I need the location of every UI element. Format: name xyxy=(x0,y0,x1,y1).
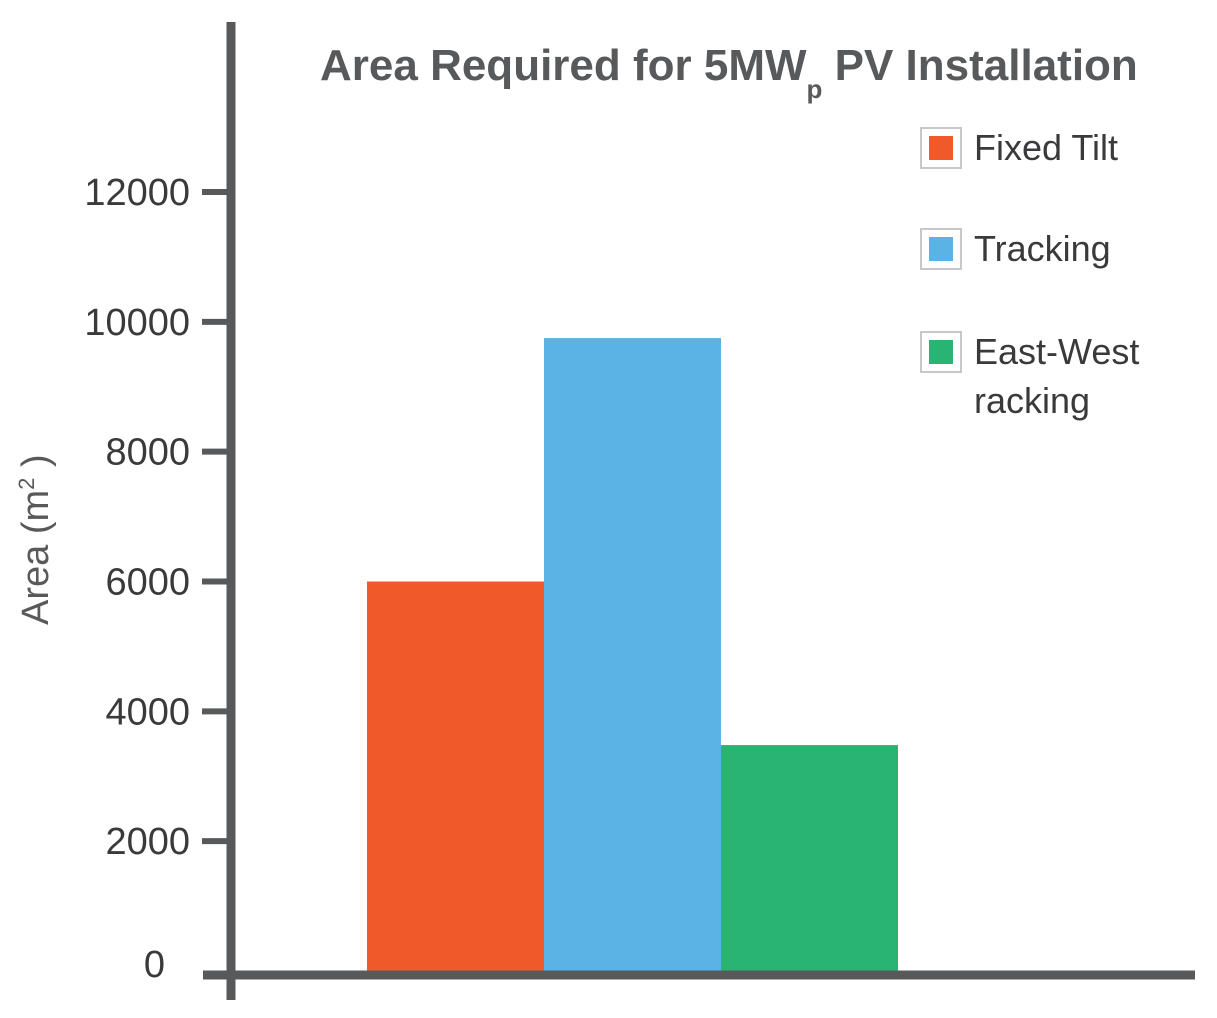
legend-swatch xyxy=(929,237,953,261)
legend-swatch xyxy=(929,136,953,160)
chart-title-subscript: p xyxy=(807,74,823,104)
y-tick-label: 4000 xyxy=(105,691,190,733)
chart-title-main: Area Required for 5MW xyxy=(320,41,807,90)
y-tick-label: 6000 xyxy=(105,562,190,604)
legend-label: racking xyxy=(974,380,1090,421)
y-tick-label: 0 xyxy=(144,944,165,986)
bar-tracking xyxy=(544,338,721,971)
legend: Fixed Tilt Tracking East-West racking xyxy=(920,127,1139,421)
legend-label: Fixed Tilt xyxy=(974,127,1118,168)
y-axis-label-end: ) xyxy=(15,454,57,477)
legend-label: East-West xyxy=(974,331,1139,372)
bar-fixed-tilt xyxy=(367,581,544,971)
y-tick-label: 8000 xyxy=(105,432,190,474)
y-tick-label: 2000 xyxy=(105,821,190,863)
y-axis-label-main: Area (m xyxy=(15,490,57,625)
y-axis-label-superscript: 2 xyxy=(14,478,39,490)
y-ticks-group: 0 2000 4000 6000 8000 10000 12000 xyxy=(84,172,231,986)
y-tick-label: 10000 xyxy=(84,302,190,344)
bars-group xyxy=(367,338,898,971)
bar-east-west-racking xyxy=(721,745,898,971)
legend-swatch xyxy=(929,340,953,364)
y-axis-label: Area (m2 ) xyxy=(14,454,57,625)
chart-title-suffix: PV Installation xyxy=(822,41,1137,90)
legend-label: Tracking xyxy=(974,228,1111,269)
chart-title: Area Required for 5MWp PV Installation xyxy=(320,41,1138,104)
y-tick-label: 12000 xyxy=(84,172,190,214)
